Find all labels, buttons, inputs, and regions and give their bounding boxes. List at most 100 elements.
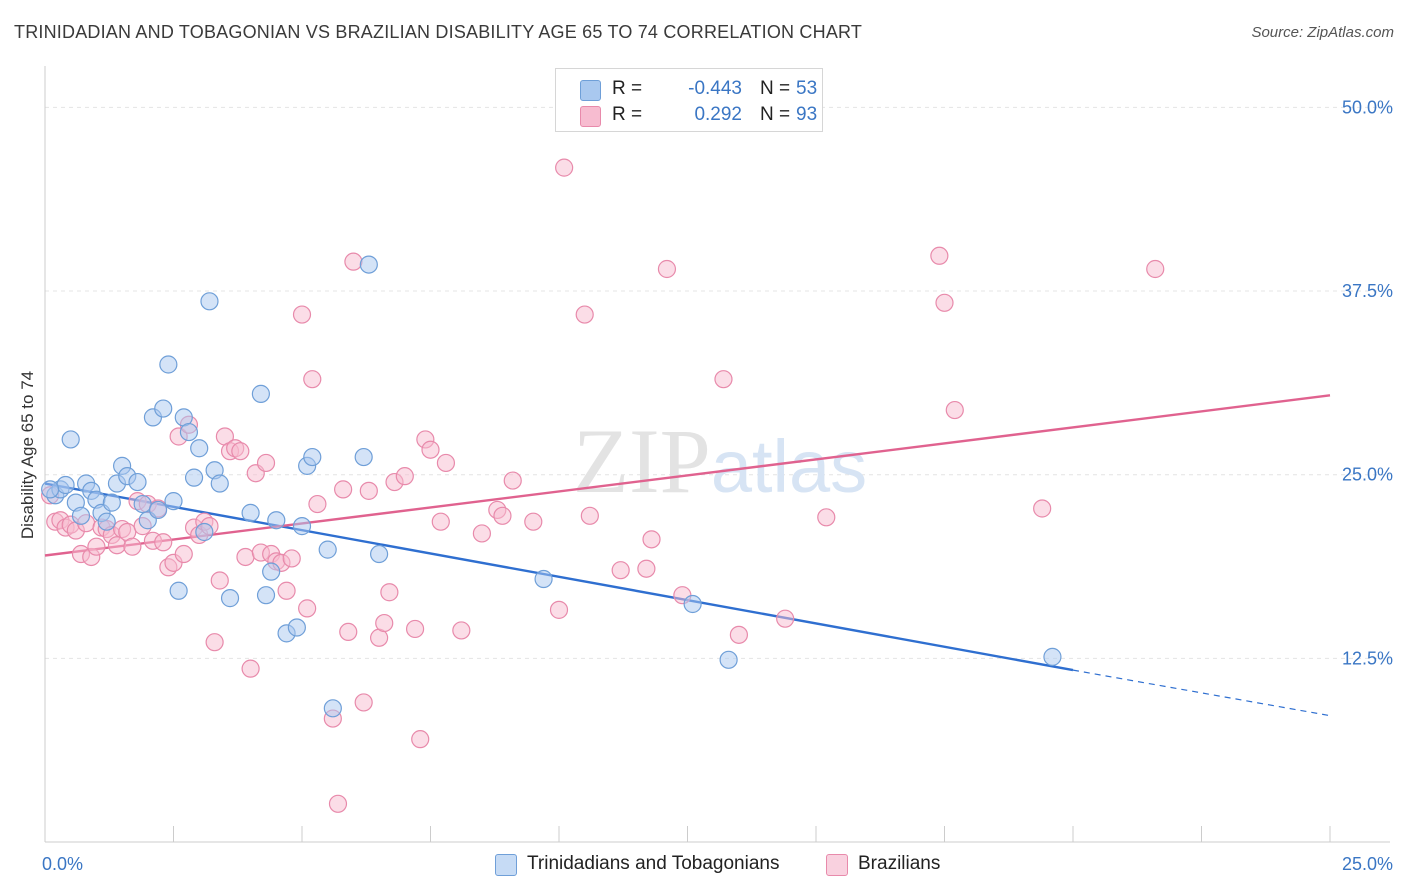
point-brazilians [308,494,327,514]
point-brazilians [411,730,430,749]
point-trinidadians [1043,647,1062,666]
point-trinidadians [169,581,188,600]
point-trinidadians [56,475,75,495]
series-swatch-brazilian [826,854,848,876]
trend-line-trinidadian [44,482,1074,672]
y-tick-labels: 12.5% 25.0% 37.5% 50.0% [1342,97,1393,668]
series-legend: Trinidadians and Tobagonians Brazilians [0,852,1406,878]
point-brazilians [298,599,317,618]
point-brazilians [303,370,322,389]
series-label-brazilian: Brazilians [858,853,941,874]
point-trinidadians [148,500,168,520]
point-brazilians [405,619,425,639]
point-trinidadians [184,468,204,487]
point-brazilians [292,305,312,324]
legend-r-label: R = [612,104,643,125]
point-brazilians [549,600,569,619]
point-brazilians [503,471,522,490]
point-trinidadians [256,586,276,605]
point-brazilians [472,524,491,543]
point-brazilians [328,794,348,813]
point-brazilians [436,453,456,473]
watermark: ZIPatlas [573,410,867,512]
data-points [41,158,1165,813]
point-brazilians [395,467,414,486]
point-brazilians [1033,499,1052,518]
point-trinidadians [133,494,152,514]
point-brazilians [241,659,260,678]
point-trinidadians [102,493,121,512]
point-brazilians [493,506,512,525]
point-trinidadians [292,517,312,536]
point-trinidadians [154,399,173,418]
point-brazilians [431,512,450,531]
point-brazilians [231,442,250,461]
gridlines [45,106,1390,659]
point-trinidadians [354,447,373,467]
y-tick-label: 37.5% [1342,281,1393,301]
point-trinidadians [71,506,91,525]
x-tick-label: 0.0% [42,854,83,874]
point-brazilians [334,480,353,499]
point-brazilians [642,530,661,549]
point-brazilians [524,512,543,531]
point-brazilians [256,453,276,473]
axes [44,66,1390,843]
point-brazilians [637,559,656,578]
point-trinidadians [370,544,389,564]
point-brazilians [580,506,599,525]
point-trinidadians [195,522,214,542]
point-trinidadians [262,562,281,581]
trend-lines [44,394,1331,717]
legend-r-label: R = [612,78,643,99]
point-brazilians [174,544,193,564]
point-trinidadians [220,589,240,608]
point-trinidadians [683,594,702,614]
point-brazilians [123,537,142,556]
point-trinidadians [200,292,219,311]
source-label: Source: ZipAtlas.com [1251,24,1394,41]
legend-n-label: N = [760,78,791,99]
point-brazilians [380,583,399,602]
point-trinidadians [61,430,80,449]
point-brazilians [236,547,255,567]
point-trinidadians [287,618,306,637]
point-trinidadians [179,422,199,442]
point-trinidadians [241,503,260,522]
y-tick-label: 25.0% [1342,465,1393,485]
point-brazilians [1146,259,1165,279]
point-brazilians [339,622,358,642]
point-trinidadians [323,699,342,718]
point-brazilians [817,508,836,527]
point-brazilians [452,621,471,640]
point-brazilians [210,571,229,590]
legend-n-value: 93 [796,104,818,125]
chart-title: TRINIDADIAN AND TOBAGONIAN VS BRAZILIAN … [14,22,863,42]
point-brazilians [354,693,373,712]
legend-r-value: 0.292 [694,104,742,125]
y-tick-label: 12.5% [1342,648,1393,668]
point-brazilians [945,400,964,420]
point-trinidadians [97,512,116,531]
point-brazilians [575,305,594,324]
point-brazilians [375,613,394,633]
point-trinidadians [190,439,209,458]
point-brazilians [359,481,378,500]
point-brazilians [555,158,574,177]
point-brazilians [205,633,224,652]
legend-swatch-brazilian [580,106,601,127]
y-tick-label: 50.0% [1342,97,1393,117]
point-trinidadians [159,355,178,374]
point-trinidadians [318,540,337,559]
x-tick-label: 25.0% [1342,854,1393,874]
trend-line-brazilian [44,394,1331,557]
point-trinidadians [359,255,378,274]
trend-line-trinidadian-extension [1072,669,1331,717]
point-trinidadians [128,472,147,492]
point-brazilians [714,370,733,389]
legend-swatch-trinidadian [580,80,601,101]
point-brazilians [657,259,677,279]
point-brazilians [154,533,173,552]
x-tick-labels: 0.0% 25.0% [42,854,1393,874]
